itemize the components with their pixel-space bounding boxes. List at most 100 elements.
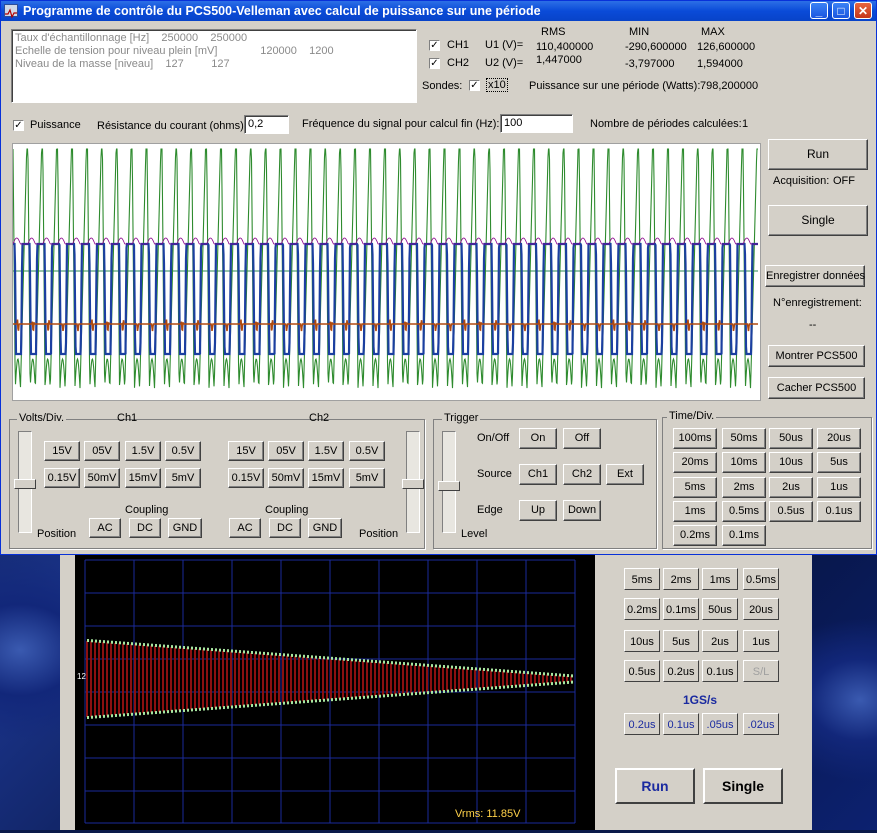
pcs500-single-button[interactable]: Single	[703, 768, 783, 804]
ch2-volts-5mv-button[interactable]: 5mV	[349, 468, 385, 488]
ch1-coupling-dc-button[interactable]: DC	[129, 518, 161, 538]
time-0-5us-button[interactable]: 0.5us	[769, 501, 813, 522]
ch2-checkbox[interactable]: ✓	[429, 58, 440, 69]
ch2-coupling-dc-button[interactable]: DC	[269, 518, 301, 538]
trigger-off-button[interactable]: Off	[563, 428, 601, 449]
time-10ms-button[interactable]: 10ms	[722, 452, 766, 473]
pcs500-trace-dot	[515, 684, 517, 688]
ch2-coupling-ac-button[interactable]: AC	[229, 518, 261, 538]
hide-pcs500-button[interactable]: Cacher PCS500	[768, 377, 865, 399]
pcs500-time-s-l-button[interactable]: S/L	[743, 660, 779, 682]
time-0-2ms-button[interactable]: 0.2ms	[673, 525, 717, 546]
pcs500-trace-dot	[255, 651, 257, 655]
ch1-coupling-gnd-button[interactable]: GND	[168, 518, 202, 538]
trigger-title: Trigger	[442, 412, 481, 424]
ch1-volts-5mv-button[interactable]: 5mV	[165, 468, 201, 488]
source-ch1-button[interactable]: Ch1	[519, 464, 557, 485]
ch2-position-thumb[interactable]	[402, 479, 424, 489]
trigger-level-thumb[interactable]	[438, 481, 460, 491]
time-20ms-button[interactable]: 20ms	[673, 452, 717, 473]
ch1-volts-50mv-button[interactable]: 50mV	[84, 468, 120, 488]
ch1-volts-05v-button[interactable]: 05V	[84, 441, 120, 461]
time-100ms-button[interactable]: 100ms	[673, 428, 717, 449]
time-50us-button[interactable]: 50us	[769, 428, 813, 449]
time-1ms-button[interactable]: 1ms	[673, 501, 717, 522]
ch1-checkbox[interactable]: ✓	[429, 40, 440, 51]
maximize-icon[interactable]: □	[832, 2, 850, 19]
pcs500-fast-01us-button[interactable]: 0.1us	[663, 713, 699, 735]
pcs500-time-0-2us-button[interactable]: 0.2us	[663, 660, 699, 682]
pcs500-trace-dot	[551, 672, 553, 676]
resistance-input[interactable]: 0,2	[244, 115, 289, 134]
pcs500-trace-dot	[535, 683, 537, 687]
ch2-volts-50mv-button[interactable]: 50mV	[268, 468, 304, 488]
window-title: Programme de contrôle du PCS500-Velleman…	[23, 4, 541, 18]
ch1-volts-0-15v-button[interactable]: 0.15V	[44, 468, 80, 488]
pcs500-time-1us-button[interactable]: 1us	[743, 630, 779, 652]
edge-up-button[interactable]: Up	[519, 500, 557, 521]
ch2-volts-15mv-button[interactable]: 15mV	[308, 468, 344, 488]
ch1-position-thumb[interactable]	[14, 479, 36, 489]
pcs500-trace-dot	[191, 708, 193, 712]
pcs500-time-0-1us-button[interactable]: 0.1us	[702, 660, 738, 682]
pcs500-trace-dot	[555, 681, 557, 685]
pcs500-time-0-1ms-button[interactable]: 0.1ms	[663, 598, 699, 620]
ch1-volts-0-5v-button[interactable]: 0.5V	[165, 441, 201, 461]
ch2-volts-0-5v-button[interactable]: 0.5V	[349, 441, 385, 461]
pcs500-time-50us-button[interactable]: 50us	[702, 598, 738, 620]
ch1-coupling-ac-button[interactable]: AC	[89, 518, 121, 538]
ch1-volts-15mv-button[interactable]: 15mV	[125, 468, 161, 488]
single-button[interactable]: Single	[768, 205, 868, 236]
power-checkbox[interactable]: ✓	[13, 120, 24, 131]
ch2-volts-05v-button[interactable]: 05V	[268, 441, 304, 461]
pcs500-run-button[interactable]: Run	[615, 768, 695, 804]
pcs500-trace-dot	[379, 694, 381, 698]
pcs500-time-1ms-button[interactable]: 1ms	[702, 568, 738, 590]
time-0-5ms-button[interactable]: 0.5ms	[722, 501, 766, 522]
pcs500-trace-dot	[91, 639, 93, 643]
source-ch2-button[interactable]: Ch2	[563, 464, 601, 485]
ch2-volts-0-15v-button[interactable]: 0.15V	[228, 468, 264, 488]
pcs500-fast-02us-button[interactable]: .02us	[743, 713, 779, 735]
pcs500-time-0-2ms-button[interactable]: 0.2ms	[624, 598, 660, 620]
pcs500-time-10us-button[interactable]: 10us	[624, 630, 660, 652]
pcs500-time-2us-button[interactable]: 2us	[702, 630, 738, 652]
run-button[interactable]: Run	[768, 139, 868, 170]
time-0-1us-button[interactable]: 0.1us	[817, 501, 861, 522]
time-10us-button[interactable]: 10us	[769, 452, 813, 473]
pcs500-trace-dot	[263, 703, 265, 707]
pcs500-time-0-5ms-button[interactable]: 0.5ms	[743, 568, 779, 590]
minimize-icon[interactable]: _	[810, 2, 828, 19]
ch2-volts-1-5v-button[interactable]: 1.5V	[308, 441, 344, 461]
pcs500-trace-dot	[183, 708, 185, 712]
time-20us-button[interactable]: 20us	[817, 428, 861, 449]
pcs500-fast-05us-button[interactable]: .05us	[702, 713, 738, 735]
probe-x10-checkbox[interactable]: ✓	[469, 80, 480, 91]
pcs500-time-0-5us-button[interactable]: 0.5us	[624, 660, 660, 682]
pcs500-time-2ms-button[interactable]: 2ms	[663, 568, 699, 590]
pcs500-fast-02us-button[interactable]: 0.2us	[624, 713, 660, 735]
edge-down-button[interactable]: Down	[563, 500, 601, 521]
time-50ms-button[interactable]: 50ms	[722, 428, 766, 449]
time-2us-button[interactable]: 2us	[769, 477, 813, 498]
ch1-volts-15v-button[interactable]: 15V	[44, 441, 80, 461]
ch1-volts-1-5v-button[interactable]: 1.5V	[125, 441, 161, 461]
pcs500-trace-dot	[203, 707, 205, 711]
time-5us-button[interactable]: 5us	[817, 452, 861, 473]
ch2-coupling-gnd-button[interactable]: GND	[308, 518, 342, 538]
pcs500-time-5us-button[interactable]: 5us	[663, 630, 699, 652]
frequency-input[interactable]: 100	[500, 114, 573, 133]
time-5ms-button[interactable]: 5ms	[673, 477, 717, 498]
pcs500-trace-dot	[523, 684, 525, 688]
save-data-button[interactable]: Enregistrer données	[765, 265, 865, 287]
pcs500-time-20us-button[interactable]: 20us	[743, 598, 779, 620]
ch2-volts-15v-button[interactable]: 15V	[228, 441, 264, 461]
time-2ms-button[interactable]: 2ms	[722, 477, 766, 498]
show-pcs500-button[interactable]: Montrer PCS500	[768, 345, 865, 367]
trigger-on-button[interactable]: On	[519, 428, 557, 449]
time-1us-button[interactable]: 1us	[817, 477, 861, 498]
close-icon[interactable]: ✕	[854, 2, 872, 19]
source-ext-button[interactable]: Ext	[606, 464, 644, 485]
pcs500-time-5ms-button[interactable]: 5ms	[624, 568, 660, 590]
time-0-1ms-button[interactable]: 0.1ms	[722, 525, 766, 546]
